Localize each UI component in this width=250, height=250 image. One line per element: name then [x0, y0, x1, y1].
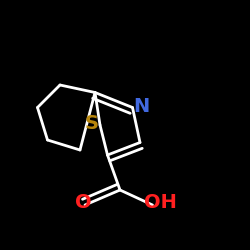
Text: OH: OH	[144, 193, 176, 212]
Text: N: N	[133, 97, 150, 116]
Text: O: O	[76, 193, 92, 212]
Text: S: S	[84, 114, 98, 133]
